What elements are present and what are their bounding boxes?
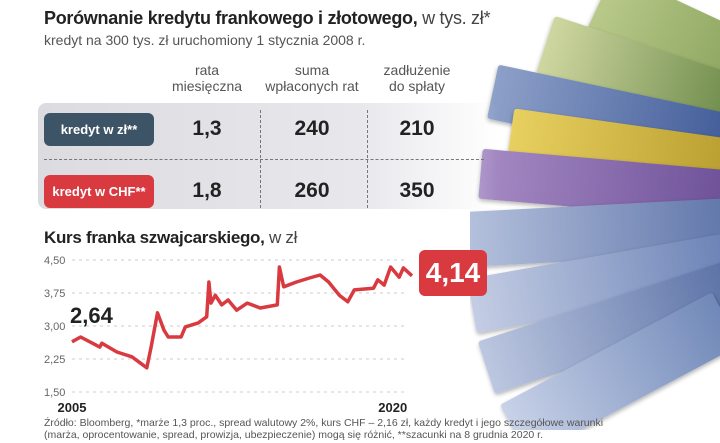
row-divider	[44, 159, 484, 160]
y-tick-label: 1,50	[44, 387, 65, 399]
end-value-label: 4,14	[419, 250, 487, 296]
comparison-title: Porównanie kredytu frankowego i złotoweg…	[44, 8, 491, 28]
x-tick-label: 2005	[58, 400, 87, 415]
column-header-monthly: rata miesięczna	[171, 62, 243, 94]
value-pln-sum: 240	[294, 117, 330, 140]
y-tick-label: 3,00	[44, 321, 65, 333]
start-value-label: 2,64	[70, 303, 113, 328]
y-tick-label: 2,25	[44, 354, 65, 366]
column-divider	[367, 110, 368, 208]
comparison-subtitle: kredyt na 300 tys. zł uruchomiony 1 styc…	[44, 32, 366, 48]
chf-rate-line	[71, 265, 414, 370]
y-tick-label: 3,75	[44, 288, 65, 300]
chart-title: Kurs franka szwajcarskiego, w zł	[44, 228, 298, 247]
value-chf-sum: 260	[294, 179, 330, 202]
column-header-debt: zadłużenie do spłaty	[383, 62, 451, 94]
value-pln-debt: 210	[399, 117, 435, 140]
column-divider	[260, 110, 261, 208]
row-label-pln: kredyt w zł**	[44, 113, 154, 146]
value-pln-monthly: 1,3	[192, 117, 222, 140]
y-tick-label: 4,50	[44, 255, 65, 267]
column-header-sum-paid: suma wpłaconych rat	[265, 62, 359, 94]
value-chf-debt: 350	[399, 179, 435, 202]
footer-note: Źródło: Bloomberg, *marże 1,3 proc., spr…	[44, 417, 604, 441]
row-label-chf: kredyt w CHF**	[44, 175, 154, 208]
value-chf-monthly: 1,8	[192, 179, 222, 202]
x-tick-label: 2020	[378, 400, 407, 415]
